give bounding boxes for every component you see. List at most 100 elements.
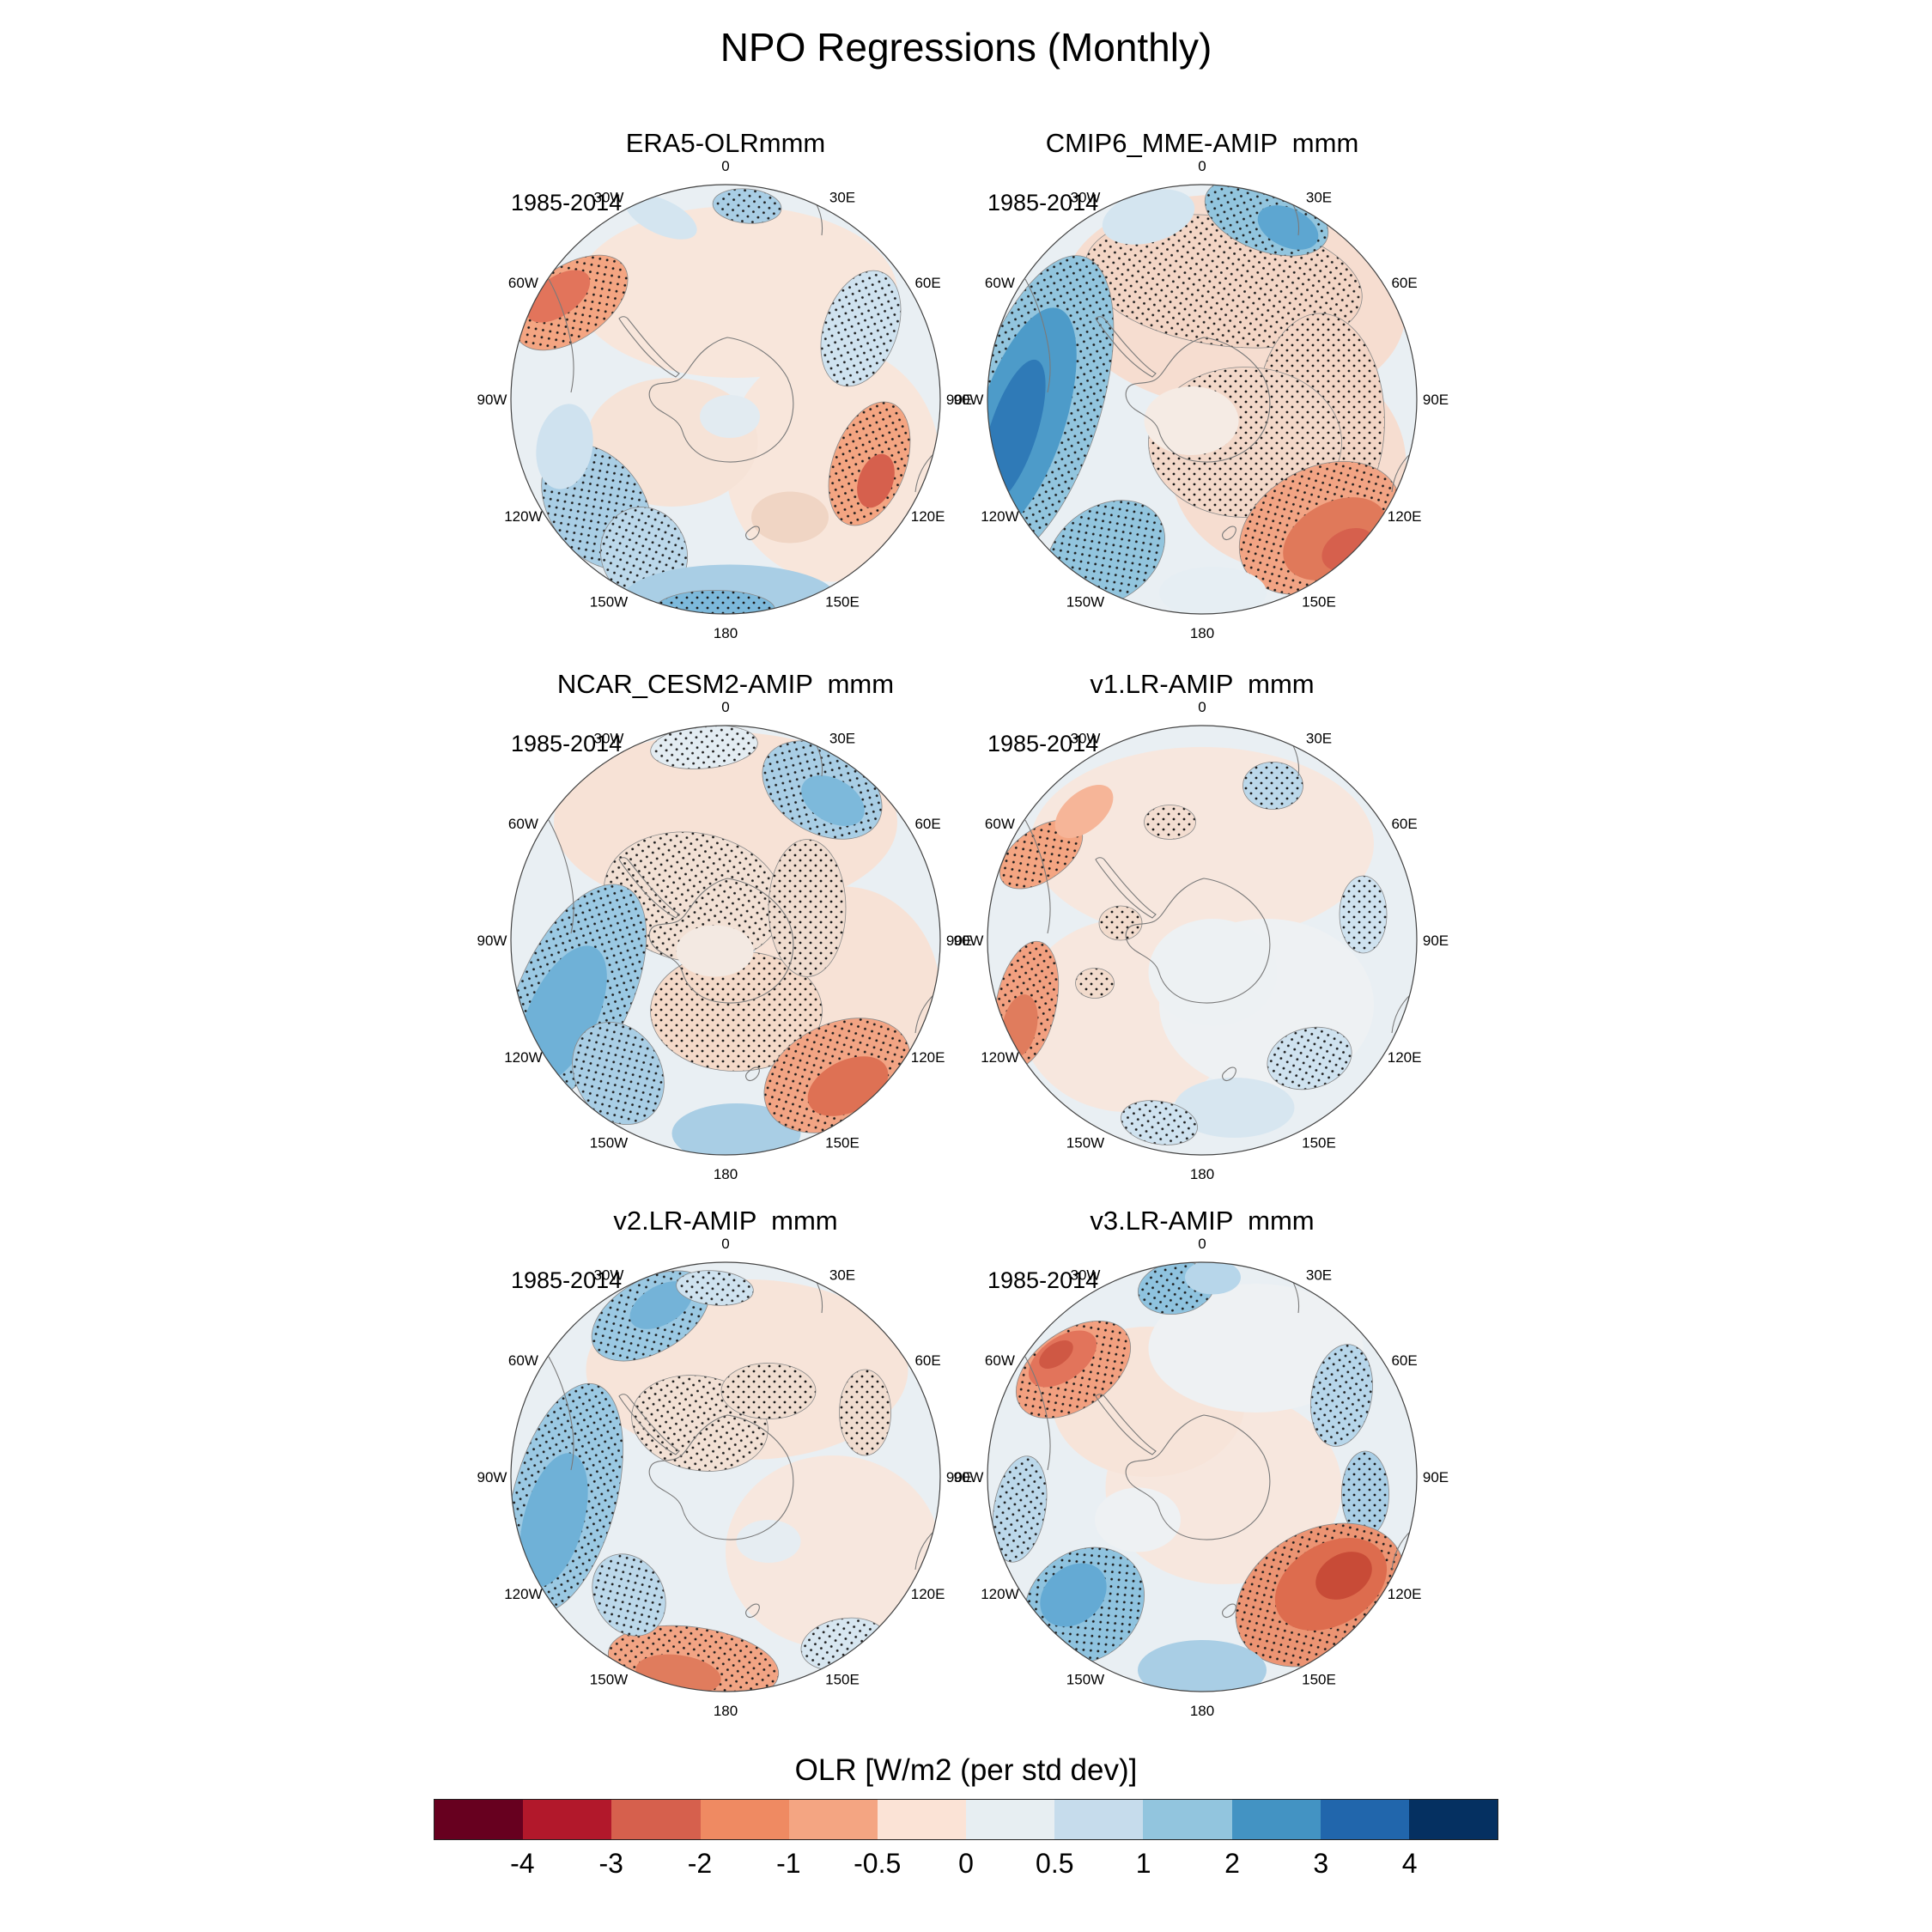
lon-label: 90W [477,933,507,949]
coastline [548,197,936,540]
lon-label: 90E [1423,392,1449,408]
panel-period: 1985-2014 [987,731,1098,756]
lon-label: 180 [1190,625,1214,641]
lon-label: 60E [914,275,940,291]
lon-label: 0 [1198,158,1206,174]
panel-title: v2.LR-AMIP mmm [613,1206,838,1236]
map-boundary [987,184,1418,615]
map-panel-v2lr: v2.LR-AMIP mmm 0 30E 60E 90E 120E 150E 180 150W… [451,1206,1000,1789]
panel-title: v3.LR-AMIP mmm [1090,1206,1315,1236]
lon-label: 120E [1388,1049,1422,1066]
lon-label: 180 [714,1166,738,1182]
colorbar-segment [523,1800,612,1839]
lon-label: 90W [477,392,507,408]
lon-label: 120E [911,1049,945,1066]
colorbar-tick: 2 [1224,1848,1240,1879]
coastline [548,1275,936,1618]
lon-label: 60W [508,1352,538,1369]
lon-label: 30E [829,1267,855,1283]
coastline [1024,738,1413,1081]
lon-label: 150E [825,1135,860,1151]
lon-label: 180 [714,1703,738,1719]
colorbar-tick: -0.5 [854,1848,902,1879]
lon-label: 150W [1066,1672,1104,1688]
polar-map-plot: 0 30E 60E 90E 120E 150E 180 150W 120W 90W 60W 30W19… [477,158,973,641]
lon-label: 120E [1388,508,1422,525]
lon-label: 150W [590,1672,628,1688]
lon-label: 90E [1423,1469,1449,1485]
lon-label: 90W [954,933,984,949]
colorbar-segment [1231,1800,1321,1839]
lon-label: 30E [829,189,855,205]
colorbar-segment [611,1800,701,1839]
colorbar-ticks: -4 -3 -2 -1 -0.5 0 0.5 1 2 3 4 [434,1848,1498,1882]
lon-label: 180 [1190,1166,1214,1182]
colorbar-tick: -2 [687,1848,713,1879]
panel-period: 1985-2014 [987,190,1098,216]
lon-label: 120W [504,1049,542,1066]
lon-label: 150W [590,594,628,611]
colorbar-tick: 3 [1313,1848,1329,1879]
lon-label: 30W [1071,730,1101,746]
panel-period: 1985-2014 [511,1267,622,1293]
lon-label: 30W [594,730,624,746]
colorbar-tick: -1 [776,1848,801,1879]
lon-label: 150E [1302,1135,1336,1151]
lon-label: 0 [1198,1236,1206,1252]
lon-label: 0 [721,699,729,715]
lon-label: 150E [1302,1672,1336,1688]
map-panel-ncar-cesm2: NCAR_CESM2-AMIP mmm 0 30E 60E 90E 120E 150E 18… [451,669,1000,1253]
lon-label: 60W [985,275,1015,291]
lon-label: 120W [981,1049,1018,1066]
colorbar-tick: 4 [1401,1848,1418,1879]
panel-period: 1985-2014 [987,1267,1098,1293]
colorbar-tick: -3 [598,1848,623,1879]
lon-label: 30E [1306,1267,1332,1283]
lon-label: 0 [1198,699,1206,715]
lon-label: 90W [954,392,984,408]
lon-label: 60E [1391,275,1417,291]
colorbar-segment [1320,1800,1409,1839]
map-panel-cmip6-mme: CMIP6_MME-AMIP mmm 0 30E 60E 90E 120E 150E 180… [927,128,1477,712]
lon-label: 150E [825,594,860,611]
lon-label: 30E [1306,730,1332,746]
lon-label: 90E [946,933,972,949]
map-panel-v3lr: v3.LR-AMIP mmm 0 30E 60E 90E 120E 150E 180 150W… [927,1206,1477,1789]
map-panel-era5: ERA5-OLRmmm 0 30E 60E 90E 120E 150E 180 150W 120… [451,128,1000,712]
colorbar-segment [1408,1800,1498,1839]
lon-label: 90W [477,1469,507,1485]
colorbar-segment [966,1800,1055,1839]
lon-label: 120E [1388,1586,1422,1602]
lon-label: 90E [946,392,972,408]
colorbar-tick: 0.5 [1036,1848,1074,1879]
lon-label: 60W [985,1352,1015,1369]
lon-label: 30W [594,1267,624,1283]
lon-label: 150E [825,1672,860,1688]
lon-label: 90W [954,1469,984,1485]
map-panel-v1lr: v1.LR-AMIP mmm 0 30E 60E 90E 120E 150E 180 150W… [927,669,1477,1253]
colorbar-tick: 0 [958,1848,974,1879]
lon-label: 60E [1391,816,1417,832]
panel-period: 1985-2014 [511,190,622,216]
colorbar-label: OLR [W/m2 (per std dev)] [794,1753,1138,1787]
lon-label: 60E [1391,1352,1417,1369]
lon-label: 150W [1066,1135,1104,1151]
panel-period: 1985-2014 [511,731,622,756]
lon-label: 30E [1306,189,1332,205]
coastline [1024,197,1413,540]
colorbar-segment [877,1800,967,1839]
figure-title: NPO Regressions (Monthly) [720,25,1212,70]
polar-map-plot: 0 30E 60E 90E 120E 150E 180 150W 120W 90W 60W 30W19… [954,1236,1449,1719]
lon-label: 150W [1066,594,1104,611]
map-boundary [987,725,1418,1156]
polar-map-plot: 0 30E 60E 90E 120E 150E 180 150W 120W 90W 60W 30W19… [477,1236,973,1719]
lon-label: 120W [981,508,1018,525]
map-boundary [510,1261,941,1692]
lon-label: 60E [914,816,940,832]
lon-label: 180 [714,625,738,641]
lon-label: 150E [1302,594,1336,611]
lon-label: 30W [1071,189,1101,205]
lon-label: 120E [911,1586,945,1602]
lon-label: 30W [1071,1267,1101,1283]
